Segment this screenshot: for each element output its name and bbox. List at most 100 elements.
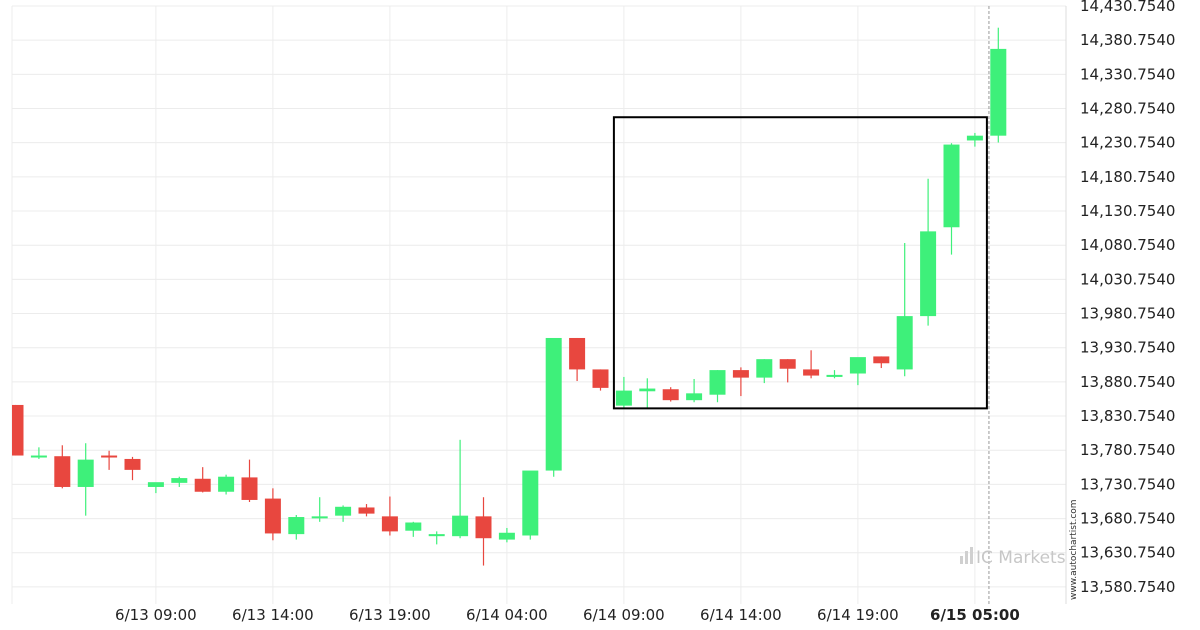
candle-body	[592, 369, 609, 388]
candle	[311, 497, 328, 522]
watermark: IC Markets	[960, 547, 1066, 568]
candle-body	[662, 389, 679, 401]
candle-body	[171, 478, 188, 483]
y-tick-label: 14,330.7540	[1080, 65, 1175, 83]
candle-body	[30, 455, 47, 458]
y-tick-label: 14,380.7540	[1080, 31, 1175, 49]
candle-body	[264, 498, 281, 534]
candle	[686, 378, 703, 403]
candle-body	[803, 369, 820, 376]
candle-body	[686, 393, 703, 401]
candle-body	[732, 370, 749, 378]
candle-body	[709, 370, 726, 395]
y-tick-label: 13,880.7540	[1080, 373, 1175, 391]
candle	[592, 369, 609, 391]
candle-body	[826, 374, 843, 377]
y-axis: 14,430.7540 14,380.7540 14,330.7540 14,280.…	[1080, 0, 1175, 596]
x-tick-label: 6/14 09:00	[583, 606, 665, 624]
candle-body	[194, 478, 211, 492]
candle	[849, 357, 866, 386]
candle-body	[101, 455, 118, 458]
candle-body	[452, 515, 469, 537]
y-tick-label: 14,430.7540	[1080, 0, 1175, 15]
candle	[381, 496, 398, 536]
x-tick-label: 6/15 05:00	[930, 606, 1020, 624]
grid-lines	[11, 5, 1067, 604]
watermark-text: IC Markets	[976, 548, 1066, 568]
candle-body	[966, 135, 983, 141]
x-axis: 6/13 09:00 6/13 14:00 6/13 19:00 6/14 04:00…	[115, 606, 1020, 624]
candle-body	[311, 516, 328, 519]
y-tick-label: 13,630.7540	[1080, 544, 1175, 562]
y-tick-label: 13,930.7540	[1080, 339, 1175, 357]
candle	[124, 456, 141, 481]
candle	[756, 359, 773, 384]
candle	[194, 467, 211, 493]
y-tick-label: 14,080.7540	[1080, 236, 1175, 254]
candle	[12, 404, 24, 456]
candle-body	[358, 507, 375, 514]
candle-body	[545, 337, 562, 471]
y-tick-label: 13,830.7540	[1080, 407, 1175, 425]
candle-body	[405, 522, 422, 531]
candle	[428, 531, 445, 545]
candle	[30, 447, 47, 459]
candle-body	[639, 388, 656, 392]
candle	[288, 514, 305, 540]
candle	[498, 527, 515, 543]
ic-markets-logo-icon	[960, 547, 973, 564]
candle-body	[779, 359, 796, 369]
y-tick-label: 14,280.7540	[1080, 100, 1175, 118]
candle	[709, 370, 726, 403]
y-tick-label: 14,130.7540	[1080, 202, 1175, 220]
y-tick-label: 13,730.7540	[1080, 475, 1175, 493]
y-tick-label: 14,180.7540	[1080, 168, 1175, 186]
candle	[335, 505, 352, 522]
y-tick-label: 13,780.7540	[1080, 441, 1175, 459]
candle	[147, 482, 164, 494]
candle-body	[569, 337, 586, 370]
candle-body	[12, 404, 24, 456]
candle-body	[335, 506, 352, 516]
candle-body	[147, 482, 164, 487]
candle-body	[615, 390, 632, 406]
credit-text: www.autochartist.com	[1069, 499, 1079, 600]
x-tick-label: 6/14 14:00	[700, 606, 782, 624]
candle	[405, 521, 422, 537]
candle	[452, 439, 469, 539]
candle	[662, 387, 679, 402]
candle-body	[77, 459, 94, 487]
candle	[77, 443, 94, 516]
x-tick-label: 6/13 09:00	[115, 606, 197, 624]
y-tick-label: 14,030.7540	[1080, 270, 1175, 288]
x-tick-label: 6/14 04:00	[466, 606, 548, 624]
y-tick-label: 13,980.7540	[1080, 305, 1175, 323]
candle	[779, 359, 796, 383]
candle-body	[381, 516, 398, 532]
candle-body	[522, 470, 539, 536]
candle-body	[124, 458, 141, 470]
candle	[264, 488, 281, 541]
candle	[966, 132, 983, 147]
candle	[803, 350, 820, 379]
candle-body	[218, 476, 235, 492]
candle-body	[896, 316, 913, 370]
candle	[990, 27, 1007, 143]
candle	[358, 504, 375, 517]
candle-body	[990, 48, 1007, 136]
candle-body	[849, 357, 866, 374]
candle-body	[288, 517, 305, 535]
y-tick-label: 13,580.7540	[1080, 578, 1175, 596]
candle	[920, 178, 937, 326]
candle	[896, 242, 913, 377]
candle	[545, 337, 562, 477]
candle-body	[54, 456, 71, 487]
y-tick-label: 13,680.7540	[1080, 510, 1175, 528]
candle	[522, 470, 539, 540]
candle	[943, 143, 960, 255]
candle	[171, 476, 188, 487]
candle-body	[428, 534, 445, 537]
x-tick-label: 6/13 14:00	[232, 606, 314, 624]
